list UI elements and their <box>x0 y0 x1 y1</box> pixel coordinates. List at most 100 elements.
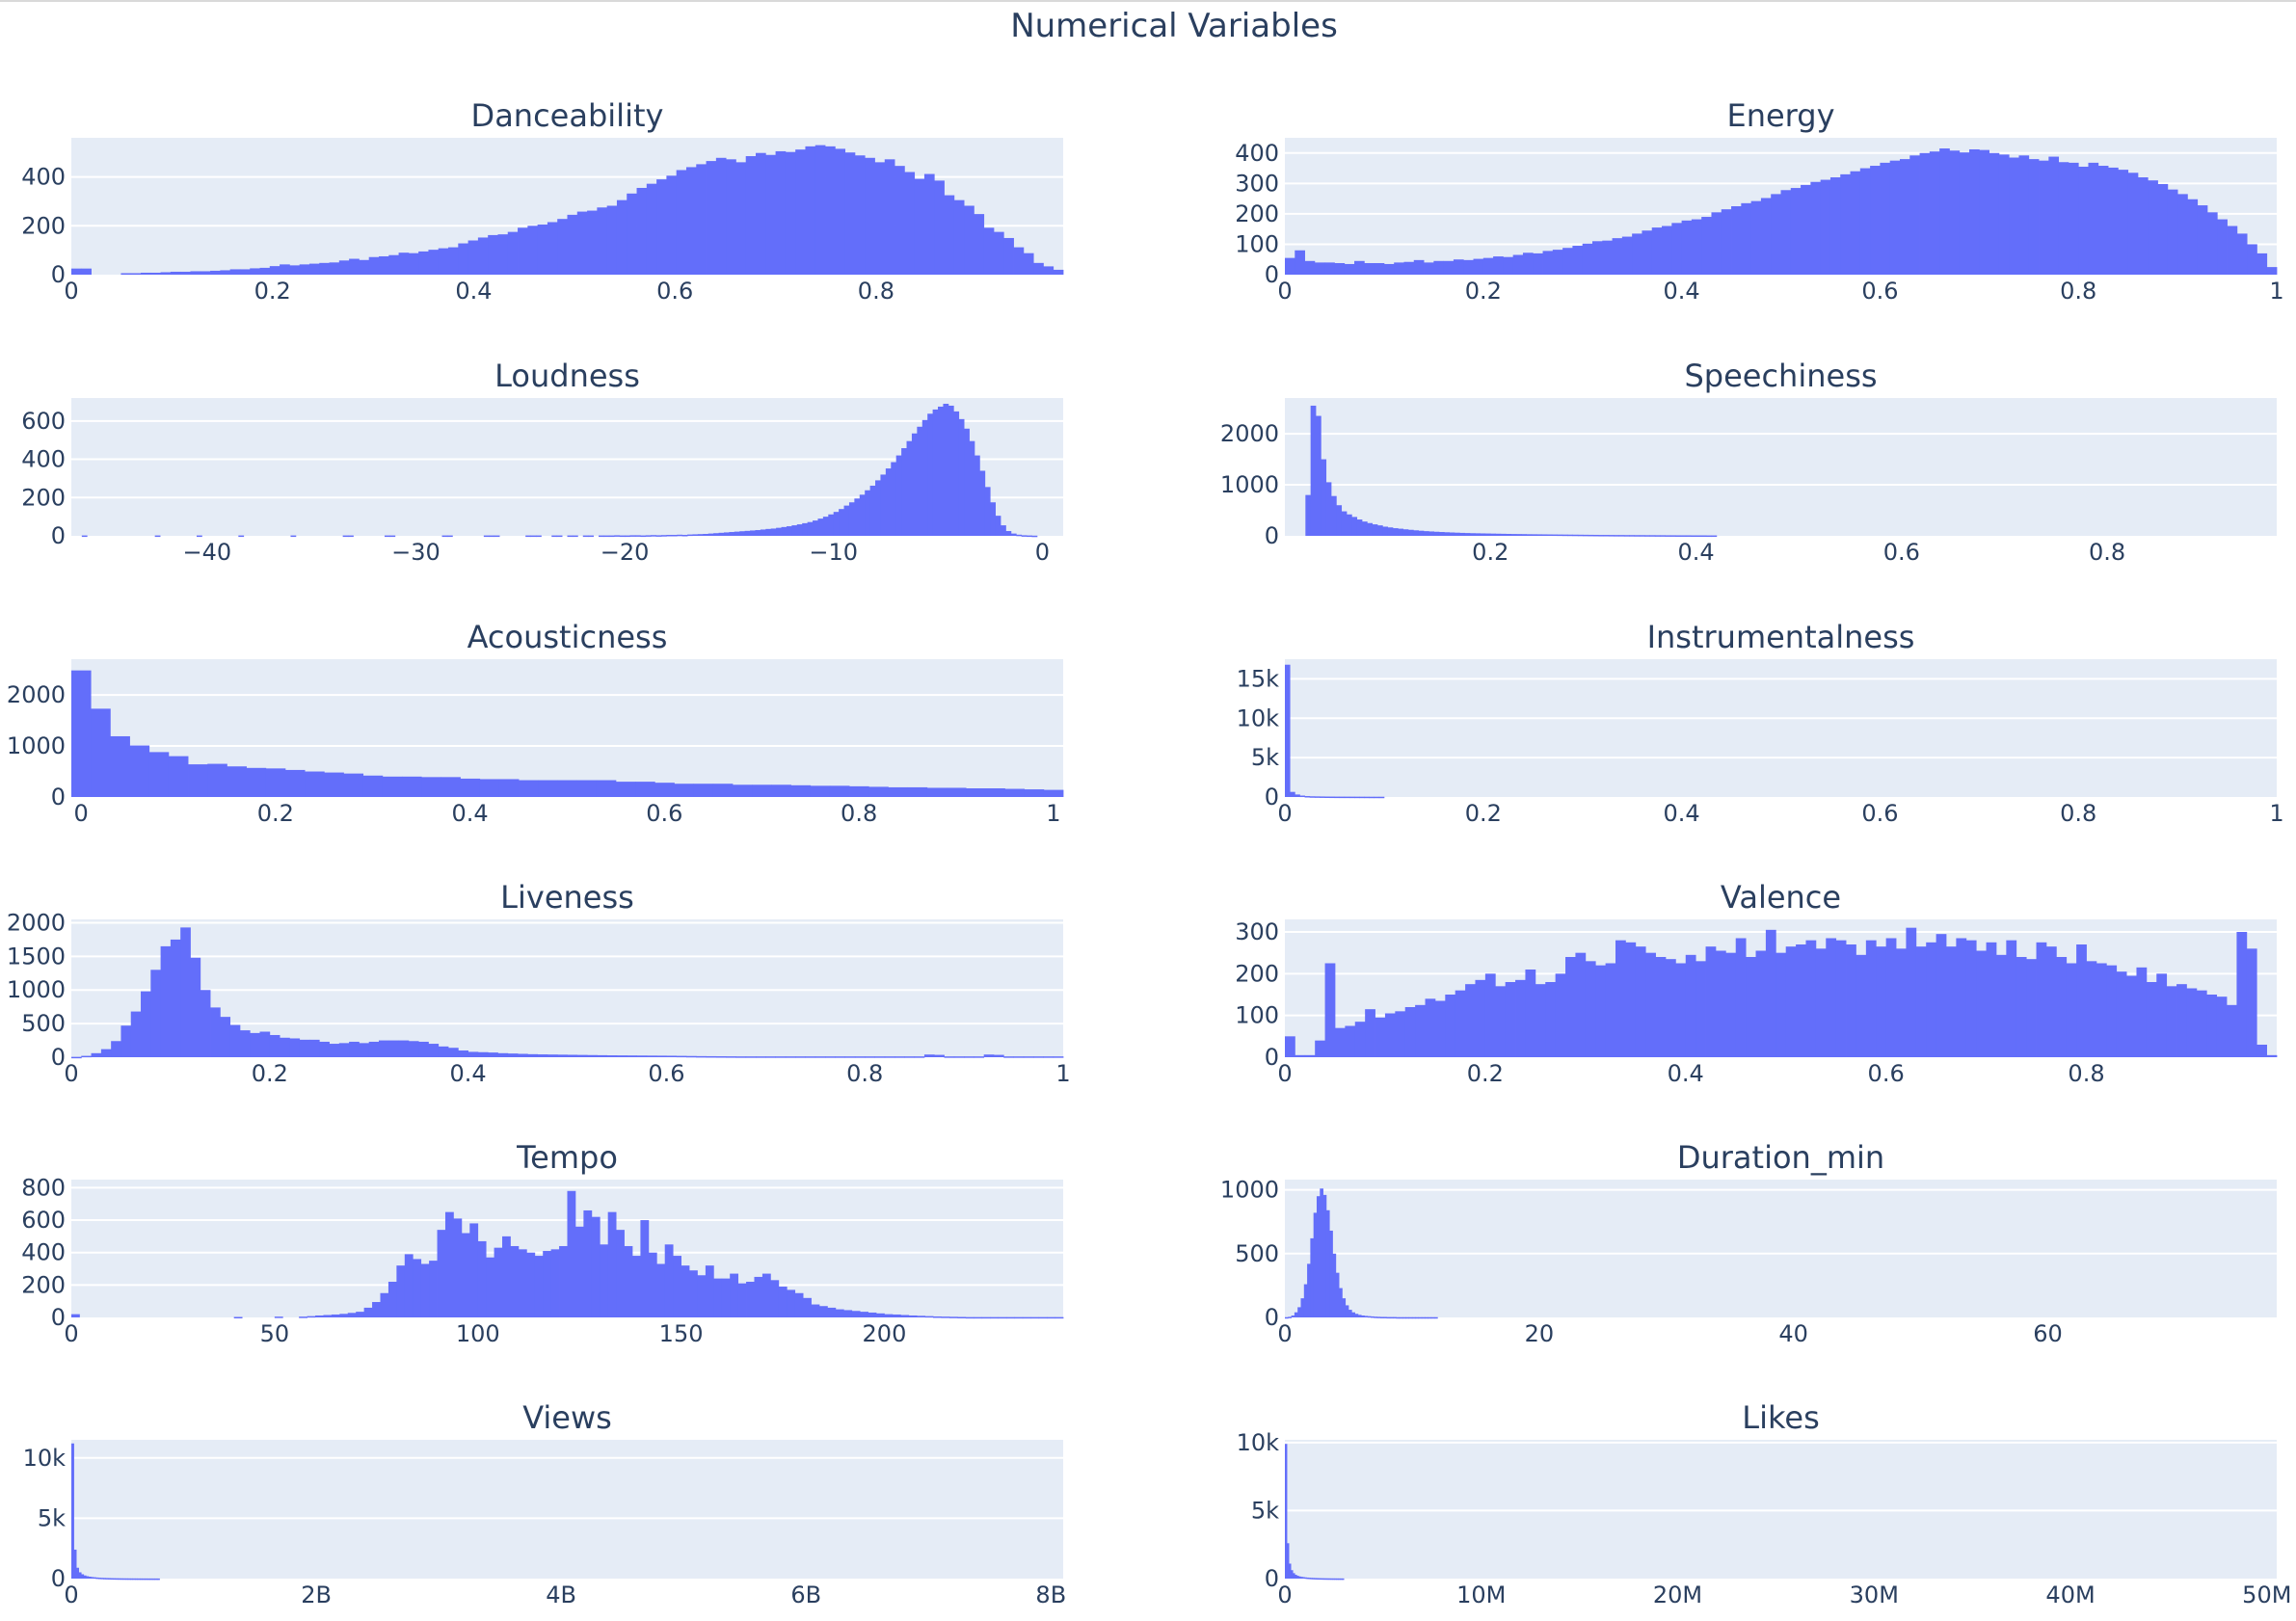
histogram-bar <box>1303 1284 1308 1317</box>
histogram-bar <box>413 1259 422 1317</box>
histogram-bar <box>1371 1315 1375 1318</box>
histogram-bar <box>1572 246 1584 275</box>
histogram-bar <box>1318 1578 1322 1581</box>
histogram-bar <box>477 237 489 275</box>
histogram-bar <box>894 1056 905 1058</box>
x-tick-label: 0.2 <box>1472 539 1508 566</box>
histogram-bar <box>1323 1578 1327 1581</box>
y-tick-label: 1000 <box>7 732 66 759</box>
histogram-bar <box>362 775 384 797</box>
histogram-bar <box>865 157 875 275</box>
histogram-bar <box>603 535 610 538</box>
histogram-bar <box>437 1230 446 1317</box>
x-tick-label: 20M <box>1653 1581 1702 1608</box>
histogram-bar <box>718 532 725 536</box>
histogram-bar <box>802 522 809 536</box>
histogram-bar <box>921 419 928 536</box>
histogram-bar <box>1361 1315 1365 1317</box>
histogram-bar <box>269 266 280 276</box>
histogram-bar <box>1969 148 1980 275</box>
histogram-bar <box>1334 1027 1346 1057</box>
histogram-bar <box>1552 250 1563 275</box>
histogram-bar <box>1003 237 1014 275</box>
histogram-bar <box>983 1054 995 1057</box>
histogram-bar <box>1306 1577 1309 1580</box>
histogram-bar <box>735 162 747 275</box>
histogram-bar <box>843 505 850 536</box>
histogram-bar <box>2039 160 2049 275</box>
histogram-bar <box>1820 179 1831 275</box>
y-tick-label: 400 <box>1235 140 1279 167</box>
histogram-bar <box>2088 162 2099 275</box>
histogram-bar <box>1285 257 1295 275</box>
histogram-bar <box>1826 938 1837 1057</box>
histogram-bar <box>438 1046 449 1057</box>
histogram-bar <box>1418 530 1425 536</box>
histogram-bar <box>319 262 330 275</box>
histogram-bar <box>1425 998 1436 1057</box>
histogram-bar <box>625 535 630 538</box>
histogram-bar <box>567 1054 578 1057</box>
histogram-bar <box>1001 525 1006 536</box>
histogram-bar <box>1031 535 1038 538</box>
histogram-bar <box>752 784 772 797</box>
histogram-bar <box>1565 957 1576 1057</box>
x-tick-label: 0.4 <box>1668 1060 1704 1087</box>
histogram-bar <box>825 1056 836 1058</box>
histogram-bar <box>1285 1444 1288 1579</box>
histogram-bar <box>983 227 995 275</box>
histogram-bar <box>2236 233 2248 275</box>
histogram-bar <box>1290 791 1295 797</box>
histogram-bar <box>1354 796 1360 799</box>
y-tick-label: 400 <box>21 446 66 473</box>
histogram-bar <box>1322 1578 1325 1581</box>
x-tick-label: 0.6 <box>1861 800 1898 827</box>
histogram-bar <box>726 159 736 275</box>
histogram-bar <box>1721 209 1732 275</box>
histogram-bar <box>537 1054 548 1057</box>
histogram-bar <box>627 1055 637 1057</box>
subplot-title: Energy <box>1726 97 1834 134</box>
x-tick-label: 0 <box>1277 278 1292 305</box>
histogram-bar <box>1316 1578 1320 1580</box>
histogram-bar <box>81 268 92 275</box>
histogram-bar <box>510 1245 520 1317</box>
histogram-bar <box>953 411 960 536</box>
histogram-bar <box>526 1252 536 1317</box>
histogram-bar <box>1335 1272 1340 1317</box>
histogram-bar <box>2127 173 2139 275</box>
histogram-bar <box>1454 532 1460 536</box>
histogram-bar <box>1379 1316 1384 1318</box>
histogram-bar <box>932 409 939 536</box>
histogram-bar <box>124 1578 128 1581</box>
histogram-bar <box>974 1316 983 1319</box>
y-tick-label: 300 <box>1235 918 1279 945</box>
histogram-bar <box>1345 1025 1356 1057</box>
histogram-bar <box>1515 979 1526 1057</box>
histogram-bar <box>1334 263 1346 275</box>
histogram-bar <box>729 532 735 536</box>
histogram-bar <box>1685 954 1696 1057</box>
histogram-bar <box>1304 796 1311 798</box>
histogram-bar <box>1329 1230 1333 1317</box>
histogram-bar <box>1055 1316 1064 1319</box>
histogram-bar <box>1480 533 1486 536</box>
x-tick-label: 100 <box>456 1320 500 1347</box>
histogram-bar <box>1293 1573 1295 1579</box>
histogram-bar <box>835 1056 846 1058</box>
histogram-bar <box>1413 259 1425 275</box>
histogram-bar <box>2097 166 2109 275</box>
histogram-bar <box>151 1578 155 1581</box>
histogram-bar <box>1374 796 1380 799</box>
histogram-bar <box>995 516 1001 536</box>
histogram-bar <box>734 531 740 536</box>
histogram-bar <box>81 535 88 538</box>
histogram-bar <box>1321 459 1327 536</box>
histogram-bar <box>1475 979 1486 1057</box>
plot-area <box>71 1440 1063 1579</box>
subplot-loudness: 0 200 400 600 −40 −30 −20 −10 0 Loudness <box>21 358 1063 566</box>
histogram-bar <box>576 211 588 275</box>
histogram-bar <box>795 1056 806 1058</box>
histogram-bar <box>629 535 636 537</box>
subplot-views: 0 5k 10k 0 2B 4B 6B 8B Views <box>23 1399 1067 1608</box>
